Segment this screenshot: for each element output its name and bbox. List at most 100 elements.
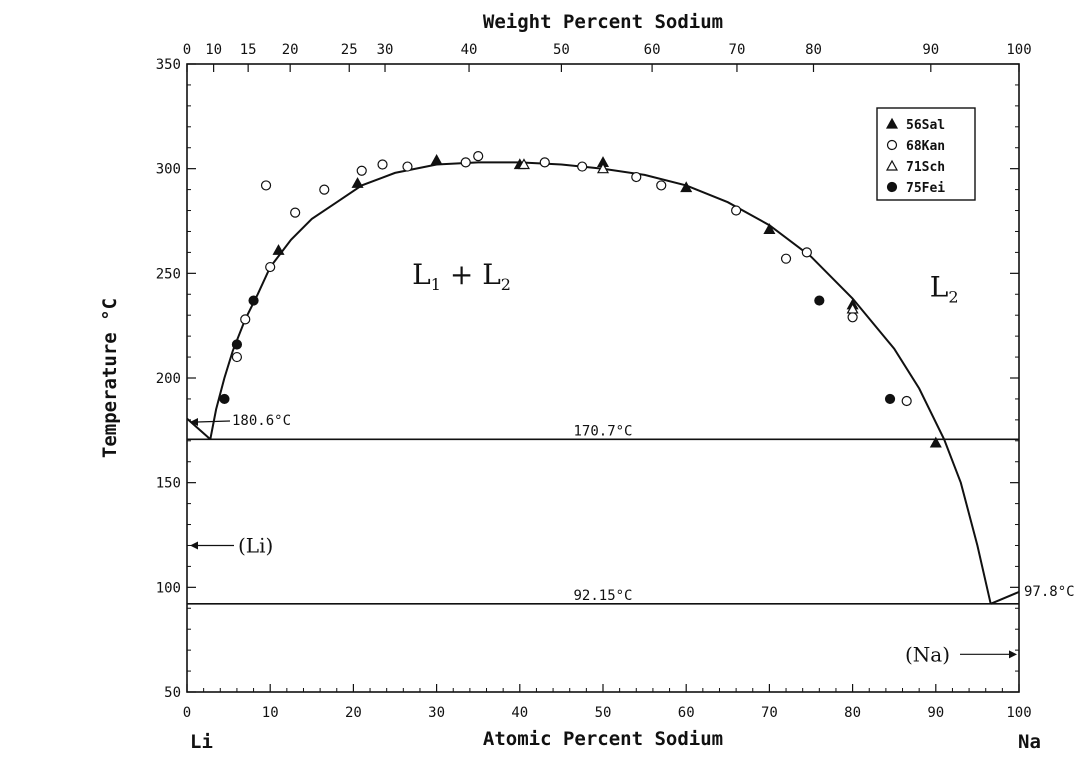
legend: 56Sal 68Kan 71Sch 75Fei [876, 107, 976, 201]
point-56sal [763, 223, 776, 234]
x-tick-label: 0 [183, 705, 191, 721]
x-axis-label: Atomic Percent Sodium [483, 728, 723, 750]
point-75fei [248, 295, 259, 306]
point-68kan [631, 171, 642, 183]
point-68kan [847, 312, 858, 323]
arrowhead-180-6 [190, 418, 198, 426]
legend-label-56sal: 56Sal [906, 118, 945, 133]
point-68kan [356, 165, 367, 176]
annotation-97-8: 97.8°C [1024, 584, 1075, 600]
point-71sch [596, 162, 610, 174]
point-68kan [377, 159, 388, 170]
top-tick-label: 80 [805, 42, 822, 58]
point-75fei [814, 295, 825, 306]
liquidus-right-line [990, 590, 1020, 605]
legend-label-75fei: 75Fei [906, 181, 945, 196]
x-axis-left-end-label: Li [190, 731, 213, 753]
y-axis: 50 100 150 200 250 300 350 [156, 57, 1019, 701]
point-68kan [577, 161, 588, 172]
point-75fei [884, 393, 896, 405]
arrowhead-li [190, 541, 198, 550]
point-68kan [240, 314, 251, 325]
point-71sch [846, 302, 859, 314]
annotation-li-phase: (Li) [238, 533, 273, 557]
point-56sal [272, 244, 285, 255]
point-68kan [460, 157, 471, 168]
top-axis-label: Weight Percent Sodium [483, 11, 723, 33]
top-tick-label: 70 [729, 42, 746, 58]
point-68kan [290, 207, 301, 218]
x-tick-label: 70 [761, 705, 778, 721]
x-tick-label: 20 [345, 705, 362, 721]
annotation-180-6: 180.6°C [232, 413, 291, 429]
x-tick-label: 100 [1006, 705, 1031, 721]
top-tick-label: 40 [461, 42, 478, 58]
point-71sch [517, 158, 530, 170]
top-tick-label: 10 [205, 42, 222, 58]
point-75fei [219, 393, 230, 405]
legend-label-68kan: 68Kan [906, 139, 945, 154]
y-tick-label: 200 [156, 371, 181, 387]
legend-marker-71sch [885, 159, 899, 171]
point-68kan [265, 261, 276, 273]
top-axis: 0 10 15 20 25 30 40 50 60 70 80 90 100 [183, 42, 1032, 72]
annotation-170-7: 170.7°C [573, 423, 632, 439]
region-label-l1-l2: L1 + L2 [412, 258, 511, 294]
top-tick-label: 15 [240, 42, 257, 58]
point-68kan [473, 151, 484, 162]
y-tick-label: 150 [156, 476, 181, 492]
x-axis-right-end-label: Na [1018, 731, 1041, 753]
point-56sal [430, 154, 443, 165]
phase-boundaries [186, 161, 1020, 605]
y-axis-label: Temperature °C [99, 298, 121, 458]
point-68kan [901, 395, 912, 407]
top-tick-label: 25 [341, 42, 358, 58]
y-tick-label: 100 [156, 580, 181, 596]
miscibility-gap-curve [209, 161, 992, 605]
top-tick-label: 50 [553, 42, 570, 58]
point-56sal [351, 177, 364, 188]
region-label-l2: L2 [930, 270, 959, 306]
point-68kan [656, 180, 667, 191]
top-tick-label: 100 [1006, 42, 1031, 58]
point-68kan [402, 161, 413, 172]
point-56sal [929, 436, 942, 448]
x-tick-label: 30 [428, 705, 445, 721]
annotations: 180.6°C 170.7°C 92.15°C 97.8°C (Li) (Na) L1 + … [190, 258, 1075, 666]
point-68kan [731, 205, 742, 216]
point-68kan [780, 253, 792, 264]
point-68kan [319, 184, 330, 195]
y-tick-label: 250 [156, 266, 181, 282]
top-tick-label: 20 [282, 42, 299, 58]
x-tick-label: 90 [927, 705, 944, 721]
legend-label-71sch: 71Sch [906, 160, 945, 175]
point-75fei [231, 339, 243, 350]
legend-marker-68kan [886, 139, 898, 151]
point-68kan [539, 157, 550, 168]
point-68kan [260, 180, 272, 191]
point-68kan [801, 247, 812, 258]
annotation-na-phase: (Na) [905, 642, 950, 666]
x-tick-label: 80 [844, 705, 861, 721]
legend-marker-75fei [886, 181, 898, 193]
x-tick-label: 50 [595, 705, 612, 721]
annotation-92-15: 92.15°C [573, 588, 632, 604]
top-tick-label: 0 [183, 42, 191, 58]
top-tick-label: 60 [644, 42, 661, 58]
data-points [219, 151, 942, 448]
y-tick-label: 350 [156, 57, 181, 73]
top-tick-label: 90 [922, 42, 939, 58]
x-tick-label: 40 [511, 705, 528, 721]
arrowhead-na [1009, 650, 1017, 659]
x-tick-label: 10 [262, 705, 279, 721]
point-68kan [231, 351, 243, 363]
y-tick-label: 50 [164, 685, 181, 701]
y-tick-label: 300 [156, 162, 181, 178]
top-tick-label: 30 [377, 42, 394, 58]
x-tick-label: 60 [678, 705, 695, 721]
point-56sal [680, 181, 693, 193]
legend-marker-56sal [885, 117, 899, 129]
annotation-arrow-180-6 [196, 420, 231, 423]
bottom-axis: 0 10 20 30 40 50 60 70 80 90 100 [183, 684, 1032, 721]
